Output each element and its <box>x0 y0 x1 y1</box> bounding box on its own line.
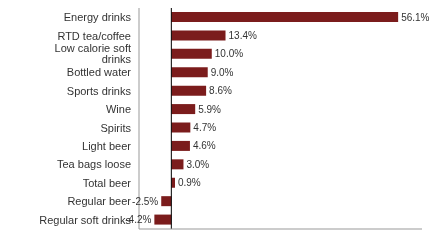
svg-text:Tea bags loose: Tea bags loose <box>57 158 131 170</box>
svg-text:Energy drinks: Energy drinks <box>64 11 132 23</box>
svg-text:3.0%: 3.0% <box>186 159 209 170</box>
svg-text:Light beer: Light beer <box>82 140 131 152</box>
svg-text:RTD tea/coffee: RTD tea/coffee <box>57 30 131 42</box>
svg-text:13.4%: 13.4% <box>229 30 257 41</box>
svg-text:Total beer: Total beer <box>83 177 132 189</box>
svg-text:Wine: Wine <box>106 103 131 115</box>
svg-text:Low calorie softdrinks: Low calorie softdrinks <box>55 42 132 65</box>
svg-text:-4.2%: -4.2% <box>125 214 151 225</box>
svg-text:Spirits: Spirits <box>100 122 131 134</box>
svg-text:Regular soft drinks: Regular soft drinks <box>39 214 131 226</box>
svg-text:5.9%: 5.9% <box>198 104 221 115</box>
svg-text:10.0%: 10.0% <box>215 48 243 59</box>
svg-text:4.7%: 4.7% <box>193 122 216 133</box>
svg-text:0.9%: 0.9% <box>178 177 201 188</box>
svg-text:-2.5%: -2.5% <box>132 196 158 207</box>
svg-text:Bottled water: Bottled water <box>67 66 132 78</box>
svg-text:8.6%: 8.6% <box>209 85 232 96</box>
svg-text:56.1%: 56.1% <box>401 12 429 23</box>
svg-text:Sports drinks: Sports drinks <box>67 85 132 97</box>
svg-text:4.6%: 4.6% <box>193 140 216 151</box>
svg-text:Regular beer: Regular beer <box>67 195 131 207</box>
svg-text:9.0%: 9.0% <box>211 67 234 78</box>
